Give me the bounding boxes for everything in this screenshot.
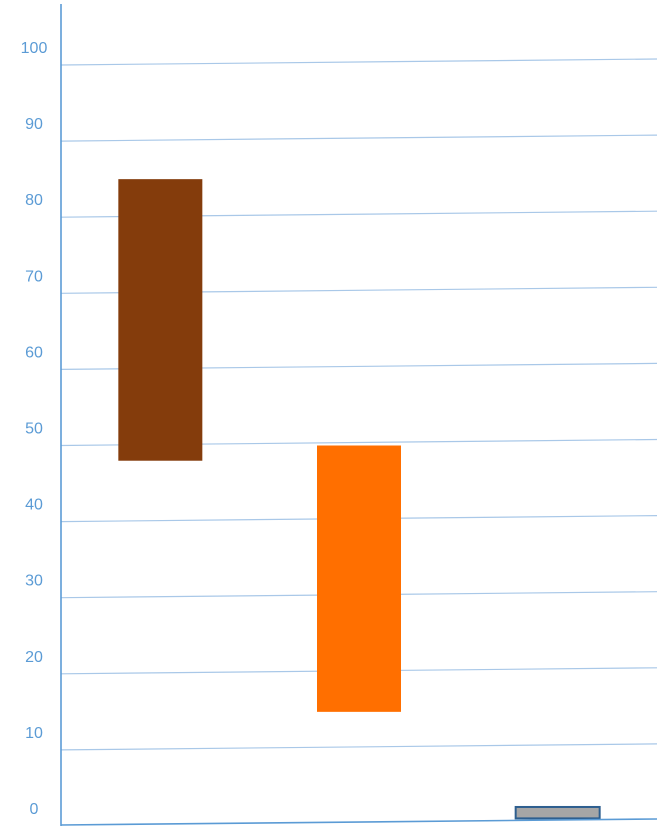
- y-tick-label-90: 90: [25, 116, 43, 133]
- bar-1: [118, 179, 203, 461]
- axes: [60, 4, 657, 826]
- y-tick-label-0: 0: [30, 801, 39, 818]
- y-tick-label-60: 60: [25, 344, 43, 361]
- bar-3: [514, 805, 601, 820]
- y-tick-label-80: 80: [25, 192, 43, 209]
- gridline-100: [60, 58, 657, 66]
- gridline-10: [60, 743, 657, 751]
- y-tick-label-100: 100: [21, 40, 48, 57]
- y-tick-label-50: 50: [25, 421, 43, 438]
- y-tick-label-20: 20: [25, 649, 43, 666]
- bars: [118, 179, 601, 820]
- y-tick-label-30: 30: [25, 573, 43, 590]
- bar-2: [317, 445, 401, 712]
- y-tick-label-70: 70: [25, 268, 43, 285]
- gridline-90: [60, 134, 657, 142]
- y-tick-label-10: 10: [25, 725, 43, 742]
- y-tick-labels: 0 10 20 30 40 50 60 70 80 90 100: [21, 40, 48, 818]
- y-tick-label-40: 40: [25, 497, 43, 514]
- x-axis-line: [60, 818, 657, 826]
